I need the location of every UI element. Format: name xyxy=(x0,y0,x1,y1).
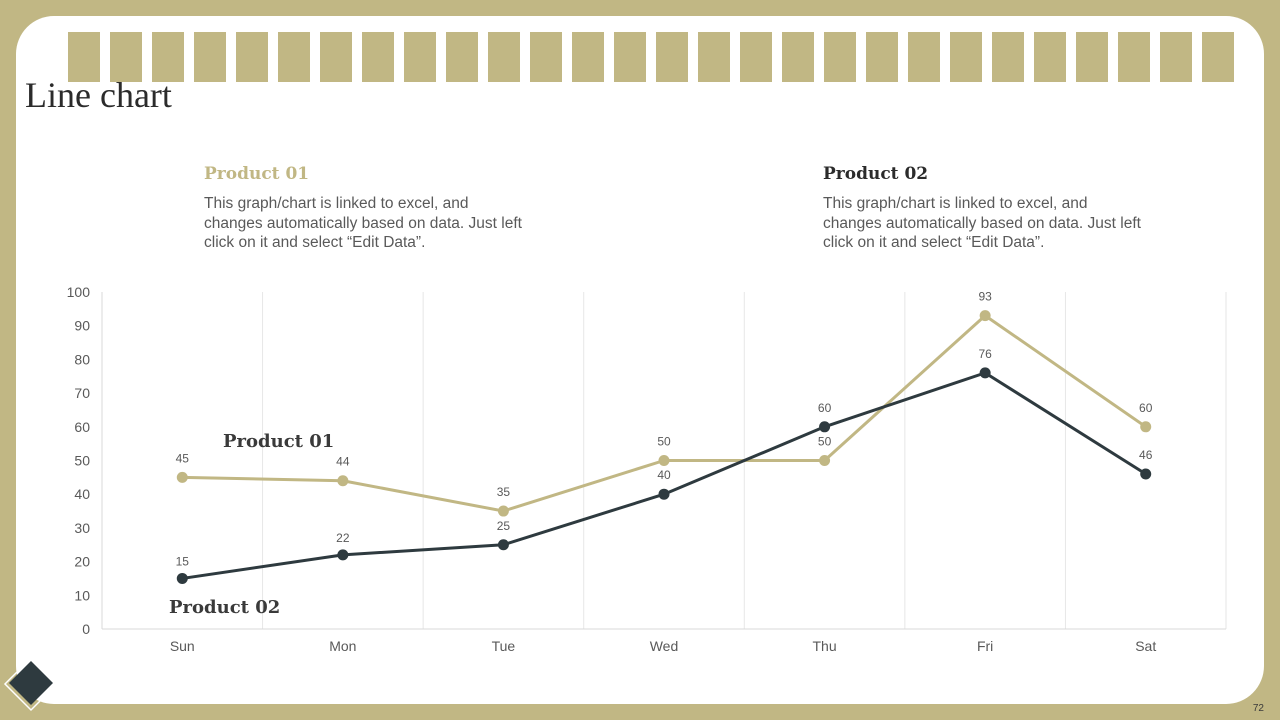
data-label: 46 xyxy=(1139,448,1153,462)
data-label: 60 xyxy=(1139,401,1153,415)
y-tick-label: 90 xyxy=(74,318,90,334)
data-point xyxy=(819,455,831,466)
border-tooth xyxy=(1076,32,1108,82)
data-point xyxy=(658,488,670,500)
border-tooth xyxy=(1118,32,1150,82)
product-01-heading: Product 01 xyxy=(204,164,310,184)
border-tooth xyxy=(68,32,100,82)
data-label: 60 xyxy=(818,401,832,415)
data-label: 40 xyxy=(657,468,671,482)
data-label: 76 xyxy=(978,347,992,361)
border-tooth xyxy=(278,32,310,82)
y-tick-label: 80 xyxy=(74,351,90,367)
data-point xyxy=(1140,421,1152,433)
chart-axes: 0 10 20 30 40 50 60 70 80 90 100 Sun Mon Tue Wed Thu Fri… xyxy=(67,284,1226,654)
x-tick-label: Sat xyxy=(1135,638,1156,654)
data-label: 25 xyxy=(497,519,511,533)
border-tooth xyxy=(194,32,226,82)
border-tooth xyxy=(320,32,352,82)
border-tooth xyxy=(572,32,604,82)
page-title: Line chart xyxy=(25,75,172,115)
border-tooth xyxy=(950,32,982,82)
border-tooth xyxy=(530,32,562,82)
data-point xyxy=(819,421,831,433)
border-tooth xyxy=(1034,32,1066,82)
border-tooth xyxy=(824,32,856,82)
data-label: 50 xyxy=(818,435,832,449)
x-tick-label: Tue xyxy=(492,638,516,654)
x-tick-label: Mon xyxy=(329,638,356,654)
data-point xyxy=(1140,468,1152,480)
x-tick-label: Wed xyxy=(650,638,679,654)
border-tooth xyxy=(488,32,520,82)
border-tooth xyxy=(866,32,898,82)
diamond-logo-icon xyxy=(3,656,59,712)
data-point xyxy=(979,310,991,322)
y-tick-label: 100 xyxy=(67,284,91,300)
data-point xyxy=(497,539,509,551)
data-label: 15 xyxy=(176,554,190,568)
data-label: 93 xyxy=(978,290,992,304)
x-tick-label: Sun xyxy=(170,638,195,654)
border-tooth xyxy=(992,32,1024,82)
chart-gridlines xyxy=(262,292,1227,629)
border-tooth xyxy=(782,32,814,82)
data-point xyxy=(658,455,670,466)
y-tick-label: 50 xyxy=(74,453,90,469)
product-01-description: This graph/chart is linked to excel, and… xyxy=(204,195,522,251)
y-tick-label: 30 xyxy=(74,520,90,536)
data-point xyxy=(176,471,188,483)
series-annotation-product-01: Product 01 xyxy=(223,431,334,452)
border-tooth xyxy=(614,32,646,82)
decorative-border-teeth xyxy=(68,32,1244,84)
product-02-description: This graph/chart is linked to excel, and… xyxy=(823,195,1141,251)
data-label: 44 xyxy=(336,455,350,469)
border-tooth xyxy=(362,32,394,82)
x-tick-label: Thu xyxy=(813,638,837,654)
data-label: 22 xyxy=(336,531,350,545)
border-tooth xyxy=(656,32,688,82)
series-annotation-product-02: Product 02 xyxy=(169,597,280,618)
y-tick-label: 40 xyxy=(74,486,90,502)
border-tooth xyxy=(404,32,436,82)
data-point xyxy=(337,549,349,561)
border-tooth xyxy=(908,32,940,82)
border-tooth xyxy=(698,32,730,82)
border-tooth xyxy=(740,32,772,82)
page-number: 72 xyxy=(1252,703,1264,714)
border-tooth xyxy=(1160,32,1192,82)
y-tick-label: 60 xyxy=(74,419,90,435)
data-point xyxy=(176,572,188,584)
data-point xyxy=(337,475,349,487)
x-tick-label: Fri xyxy=(977,638,993,654)
chart-labels: 45 44 35 50 50 93 60 15 22 25 40 60 76 46 Product 01 Pr… xyxy=(169,290,1153,618)
y-tick-label: 70 xyxy=(74,385,90,401)
y-tick-label: 10 xyxy=(74,587,90,603)
border-tooth xyxy=(236,32,268,82)
data-label: 35 xyxy=(497,485,511,499)
border-tooth xyxy=(110,32,142,82)
data-label: 50 xyxy=(657,435,671,449)
data-point xyxy=(979,367,991,379)
y-tick-label: 0 xyxy=(82,621,90,637)
slide-card xyxy=(16,16,1264,704)
chart-marks xyxy=(176,310,1152,584)
border-tooth xyxy=(1202,32,1234,82)
border-tooth xyxy=(152,32,184,82)
product-02-heading: Product 02 xyxy=(823,164,929,184)
data-label: 45 xyxy=(176,451,190,465)
y-tick-label: 20 xyxy=(74,554,90,570)
border-tooth xyxy=(446,32,478,82)
data-point xyxy=(497,505,509,517)
